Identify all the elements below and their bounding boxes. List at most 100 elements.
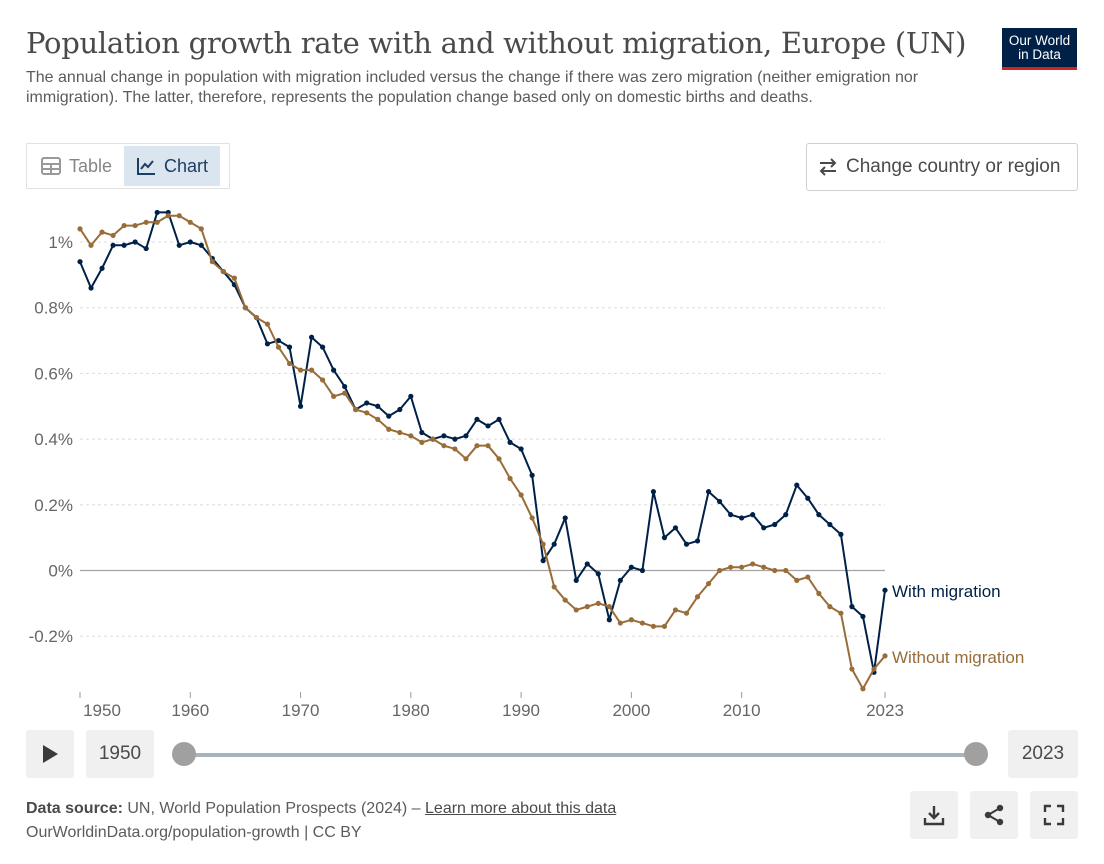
data-point [308,367,315,373]
data-point [838,531,844,537]
data-point [849,604,855,610]
data-point [551,584,557,590]
data-point [121,222,127,229]
data-point [750,512,756,518]
fullscreen-button[interactable] [1030,791,1078,839]
data-point [805,495,811,501]
data-point [176,242,182,248]
data-point [154,209,160,216]
data-point [474,416,480,422]
data-point [661,535,668,541]
data-point [419,439,425,445]
play-icon [43,745,58,763]
data-point [805,574,811,580]
data-point [540,558,546,564]
change-country-button[interactable]: Change country or region [806,143,1078,191]
data-point [794,482,800,488]
data-point [320,344,326,350]
data-point [463,433,469,439]
data-point [231,275,237,281]
tab-chart-label: Chart [164,155,209,176]
data-point [672,525,679,531]
data-point [683,610,690,616]
data-point [573,577,579,583]
x-tick-label: 1960 [171,701,209,720]
learn-more-link[interactable]: Learn more about this data [425,800,617,817]
change-country-label: Change country or region [846,156,1061,177]
y-tick-label: -0.2% [29,627,73,646]
data-point [275,337,282,344]
data-point [209,259,215,265]
data-point [849,666,855,672]
data-point [739,564,745,570]
timeline-end-handle[interactable] [964,742,988,766]
data-point [562,515,568,521]
swap-arrows-icon [819,158,837,176]
data-point [297,403,304,409]
start-year-box[interactable]: 1950 [86,730,154,778]
data-point [772,521,778,528]
data-point [485,443,491,449]
data-point [386,413,392,419]
data-point [783,567,789,574]
data-point [772,567,778,574]
share-button[interactable] [970,791,1018,839]
x-tick-label: 1950 [83,701,121,720]
play-button[interactable] [26,730,74,778]
end-year-box[interactable]: 2023 [1008,730,1078,778]
data-point [882,653,888,659]
data-point [397,429,403,436]
data-point [474,443,480,449]
data-point [110,242,116,248]
data-point [639,567,645,574]
data-point [419,429,425,436]
data-point [661,623,668,629]
series-line [79,211,886,674]
timeline-controls: 1950 2023 [26,730,1078,778]
data-point [628,617,634,623]
data-point [507,439,513,445]
logo-line-1: Our World [1008,33,1071,48]
data-point [827,604,833,610]
data-point [132,239,138,245]
data-point [375,403,381,409]
data-point [198,242,204,248]
data-point [176,213,182,219]
data-point [165,213,171,219]
data-point [860,613,866,620]
download-button[interactable] [910,791,958,839]
data-point [518,492,524,498]
series-line [79,214,886,690]
url-line[interactable]: OurWorldinData.org/population-growth | C… [26,824,362,841]
y-tick-label: 0.8% [34,299,73,318]
data-point [308,334,315,340]
data-point [187,239,193,245]
y-tick-label: 0% [48,562,73,581]
data-point [88,242,94,248]
data-point [739,515,745,521]
x-tick-label: 1980 [392,701,430,720]
source-text: UN, World Population Prospects (2024) – [127,800,421,817]
data-point [154,219,160,225]
x-tick-label: 2010 [723,701,761,720]
data-point [728,564,734,570]
data-point [683,541,690,547]
data-point [286,360,293,367]
tab-chart[interactable]: Chart [124,146,221,186]
x-tick-label: 1970 [282,701,320,720]
source-label: Data source: [26,800,123,817]
data-point [838,610,844,616]
logo-line-2: in Data [1018,47,1061,62]
timeline-start-handle[interactable] [172,742,196,766]
data-point [430,436,436,442]
data-point [595,571,601,577]
data-point [606,617,612,623]
share-icon [984,804,1004,826]
owid-logo[interactable]: Our World in Data [1002,28,1077,70]
data-point [761,564,767,570]
tab-table[interactable]: Table [29,146,124,186]
data-point [882,587,888,593]
data-point [816,512,822,518]
tab-table-label: Table [69,155,113,176]
timeline-track[interactable] [185,753,977,757]
